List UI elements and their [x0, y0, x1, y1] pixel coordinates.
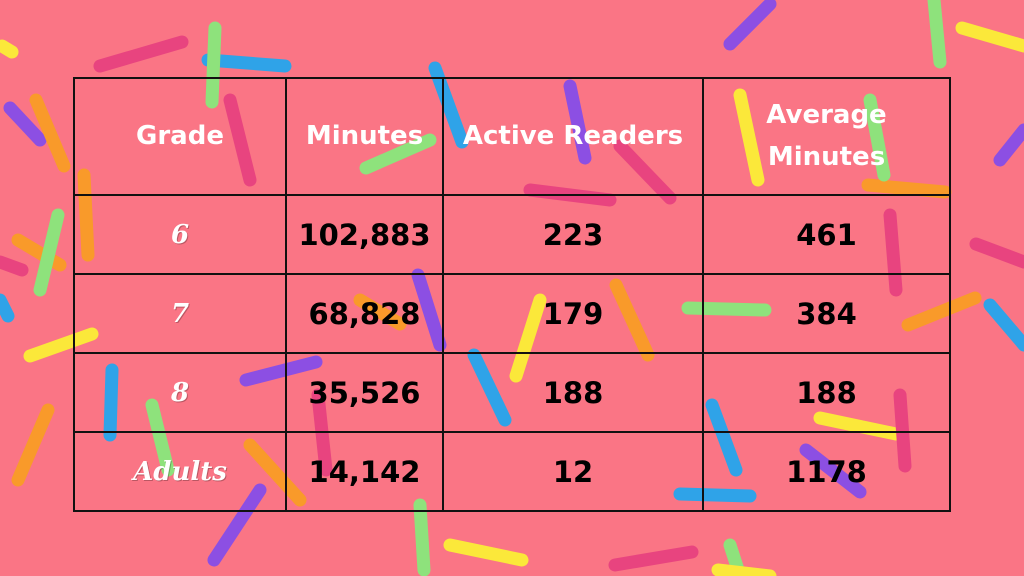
- average-minutes-cell: 1178: [702, 431, 951, 512]
- active-readers-cell: 179: [442, 273, 704, 354]
- grade-cell: 6: [73, 194, 287, 275]
- grade-cell: 8: [73, 352, 287, 433]
- header-active-readers: Active Readers: [442, 77, 704, 196]
- header-grade: Grade: [73, 77, 287, 196]
- table-row: 8 35,526 188 188: [73, 352, 951, 433]
- header-minutes: Minutes: [285, 77, 444, 196]
- header-average-minutes: Average Minutes: [702, 77, 951, 196]
- grade-cell: Adults: [73, 431, 287, 512]
- table-row: Adults 14,142 12 1178: [73, 431, 951, 512]
- average-minutes-cell: 461: [702, 194, 951, 275]
- minutes-cell: 102,883: [285, 194, 444, 275]
- active-readers-cell: 223: [442, 194, 704, 275]
- table-row: 6 102,883 223 461: [73, 194, 951, 275]
- table-row: 7 68,828 179 384: [73, 273, 951, 354]
- active-readers-cell: 188: [442, 352, 704, 433]
- average-minutes-cell: 384: [702, 273, 951, 354]
- minutes-cell: 14,142: [285, 431, 444, 512]
- average-minutes-cell: 188: [702, 352, 951, 433]
- reading-stats-table: Grade Minutes Active Readers Average Min…: [73, 77, 951, 512]
- grade-cell: 7: [73, 273, 287, 354]
- minutes-cell: 68,828: [285, 273, 444, 354]
- table-header-row: Grade Minutes Active Readers Average Min…: [73, 77, 951, 196]
- minutes-cell: 35,526: [285, 352, 444, 433]
- active-readers-cell: 12: [442, 431, 704, 512]
